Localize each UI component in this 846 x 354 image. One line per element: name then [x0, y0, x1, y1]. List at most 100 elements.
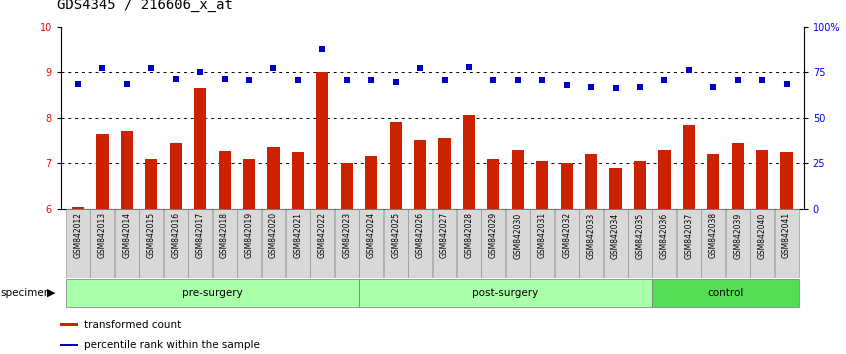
Text: ▶: ▶	[47, 288, 56, 298]
Bar	[341, 163, 353, 209]
Bar	[96, 134, 108, 209]
Point	[511, 78, 525, 83]
Text: specimen: specimen	[1, 288, 52, 298]
Bar	[146, 159, 157, 209]
Point	[560, 82, 574, 88]
Bar	[580, 209, 603, 278]
Text: GSM842013: GSM842013	[98, 212, 107, 258]
Point	[536, 78, 549, 83]
Point	[218, 76, 232, 82]
Text: GDS4345 / 216606_x_at: GDS4345 / 216606_x_at	[57, 0, 233, 12]
Bar	[628, 209, 652, 278]
Bar	[194, 88, 206, 209]
Point	[682, 67, 695, 73]
Bar	[726, 209, 750, 278]
Bar	[707, 154, 719, 209]
Bar	[463, 115, 475, 209]
Text: GSM842024: GSM842024	[366, 212, 376, 258]
Text: GSM842027: GSM842027	[440, 212, 449, 258]
Bar	[457, 209, 481, 278]
Text: GSM842022: GSM842022	[318, 212, 327, 258]
Bar	[72, 207, 84, 209]
Bar	[237, 209, 261, 278]
Bar	[652, 279, 799, 307]
Bar	[188, 209, 212, 278]
Text: GSM842039: GSM842039	[733, 212, 742, 258]
Bar	[243, 159, 255, 209]
Bar	[561, 163, 573, 209]
Text: GSM842014: GSM842014	[123, 212, 131, 258]
Bar	[310, 209, 334, 278]
Bar	[634, 161, 646, 209]
Point	[437, 78, 451, 83]
Text: GSM842030: GSM842030	[514, 212, 522, 258]
Bar	[218, 150, 231, 209]
Bar	[512, 150, 524, 209]
Bar	[677, 209, 700, 278]
Bar	[164, 209, 188, 278]
Text: GSM842038: GSM842038	[709, 212, 717, 258]
Bar	[384, 209, 408, 278]
Bar	[60, 324, 79, 326]
Text: GSM842034: GSM842034	[611, 212, 620, 258]
Point	[731, 78, 744, 83]
Bar	[756, 150, 768, 209]
Text: GSM842025: GSM842025	[391, 212, 400, 258]
Text: GSM842012: GSM842012	[74, 212, 83, 258]
Bar	[506, 209, 530, 278]
Point	[266, 65, 280, 71]
Point	[169, 76, 183, 82]
Bar	[66, 279, 359, 307]
Point	[414, 65, 427, 71]
Bar	[683, 125, 695, 209]
Point	[96, 65, 109, 71]
Text: GSM842017: GSM842017	[195, 212, 205, 258]
Bar	[365, 156, 377, 209]
Text: GSM842035: GSM842035	[635, 212, 645, 258]
Text: GSM842028: GSM842028	[464, 212, 474, 258]
Point	[706, 84, 720, 90]
Bar	[658, 150, 671, 209]
Bar	[603, 209, 628, 278]
Bar	[555, 209, 579, 278]
Bar	[438, 138, 451, 209]
Bar	[115, 209, 139, 278]
Text: GSM842021: GSM842021	[294, 212, 302, 258]
Bar	[701, 209, 725, 278]
Bar	[408, 209, 432, 278]
Text: GSM842020: GSM842020	[269, 212, 278, 258]
Bar	[170, 143, 182, 209]
Bar	[121, 131, 133, 209]
Text: GSM842036: GSM842036	[660, 212, 669, 258]
Bar	[732, 143, 744, 209]
Point	[755, 78, 769, 83]
Text: GSM842041: GSM842041	[782, 212, 791, 258]
Bar	[212, 209, 237, 278]
Point	[657, 78, 671, 83]
Bar	[487, 159, 499, 209]
Point	[340, 78, 354, 83]
Point	[780, 81, 794, 86]
Bar	[261, 209, 285, 278]
Text: GSM842016: GSM842016	[171, 212, 180, 258]
Bar	[66, 209, 90, 278]
Point	[633, 84, 646, 90]
Bar	[781, 152, 793, 209]
Bar	[292, 152, 304, 209]
Point	[291, 78, 305, 83]
Bar	[360, 209, 383, 278]
Text: GSM842026: GSM842026	[415, 212, 425, 258]
Point	[585, 84, 598, 90]
Bar	[432, 209, 457, 278]
Text: GSM842019: GSM842019	[244, 212, 254, 258]
Bar	[775, 209, 799, 278]
Point	[71, 81, 85, 86]
Point	[609, 85, 623, 91]
Text: GSM842015: GSM842015	[147, 212, 156, 258]
Bar	[414, 141, 426, 209]
Point	[462, 64, 475, 69]
Point	[145, 65, 158, 71]
Bar	[60, 344, 79, 346]
Text: GSM842023: GSM842023	[343, 212, 351, 258]
Point	[486, 78, 500, 83]
